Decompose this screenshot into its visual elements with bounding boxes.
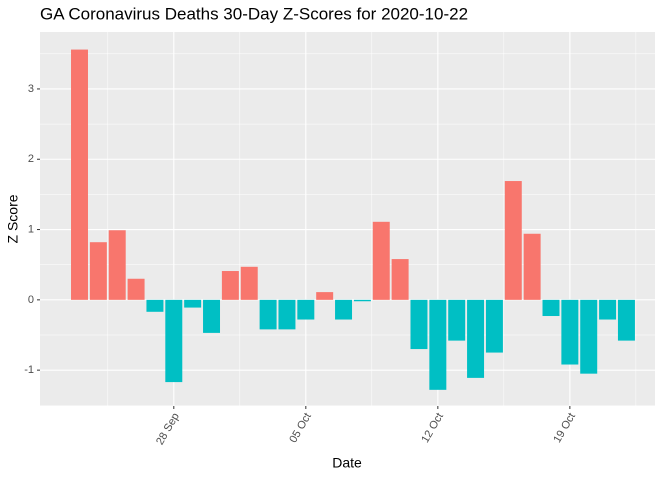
bar (448, 299, 466, 341)
bar (504, 181, 522, 300)
bar (429, 299, 447, 390)
bar (485, 299, 503, 353)
bar (259, 299, 277, 330)
y-tick-label: 1 (28, 223, 34, 235)
panel (40, 32, 655, 406)
bar (89, 242, 107, 300)
bar (561, 299, 579, 365)
bar (542, 299, 560, 317)
bar (184, 299, 202, 308)
chart-title: GA Coronavirus Deaths 30-Day Z-Scores fo… (40, 4, 468, 23)
bar (580, 299, 598, 374)
bar (523, 233, 541, 300)
x-tick-label: 05 Oct (287, 411, 314, 445)
bar (278, 299, 296, 330)
y-axis-label: Z Score (5, 194, 21, 243)
bar (203, 299, 221, 333)
bar (372, 221, 390, 300)
bar (410, 299, 428, 350)
y-tick-label: 2 (28, 153, 34, 165)
bar (221, 271, 239, 300)
bar (353, 299, 371, 302)
y-tick-label: 3 (28, 83, 34, 95)
x-axis-label: Date (332, 455, 362, 471)
y-tick-label: -1 (24, 364, 34, 376)
bar (297, 299, 315, 320)
bar (391, 259, 409, 300)
bar (108, 230, 126, 300)
bar (165, 299, 183, 383)
bar (316, 292, 334, 300)
bar (617, 299, 635, 341)
x-tick-label: 28 Sep (154, 411, 182, 447)
x-tick-label: 19 Oct (551, 411, 578, 445)
bar (127, 278, 145, 300)
bar (146, 299, 164, 312)
bar (71, 49, 88, 300)
bar (240, 266, 258, 300)
bar (599, 299, 617, 320)
x-tick-label: 12 Oct (419, 411, 446, 445)
y-tick-label: 0 (28, 294, 34, 306)
bar (467, 299, 485, 378)
bar (335, 299, 353, 320)
